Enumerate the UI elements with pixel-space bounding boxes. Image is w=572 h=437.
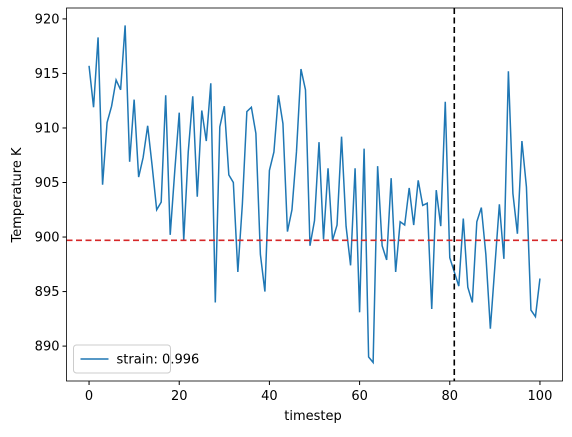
x-tick-label: 20 xyxy=(171,389,188,404)
y-tick-label: 895 xyxy=(35,285,60,300)
y-tick-label: 900 xyxy=(35,231,60,246)
x-tick-label: 100 xyxy=(528,389,553,404)
plot-frame xyxy=(66,7,563,382)
data-line xyxy=(88,25,541,365)
x-tick-label: 0 xyxy=(85,389,93,404)
legend-box xyxy=(73,344,171,374)
y-tick-label: 910 xyxy=(35,121,60,136)
x-tick-label: 40 xyxy=(261,389,278,404)
x-axis-label: timestep xyxy=(284,409,342,424)
y-axis-label: Temperature K xyxy=(10,147,25,243)
y-tick-label: 905 xyxy=(35,176,60,191)
x-tick-label: 60 xyxy=(351,389,368,404)
legend-label: strain: 0.996 xyxy=(117,353,200,368)
x-tick-label: 80 xyxy=(441,389,458,404)
y-tick-label: 915 xyxy=(35,67,60,82)
y-tick-label: 920 xyxy=(35,12,60,27)
y-tick-label: 890 xyxy=(35,340,60,355)
